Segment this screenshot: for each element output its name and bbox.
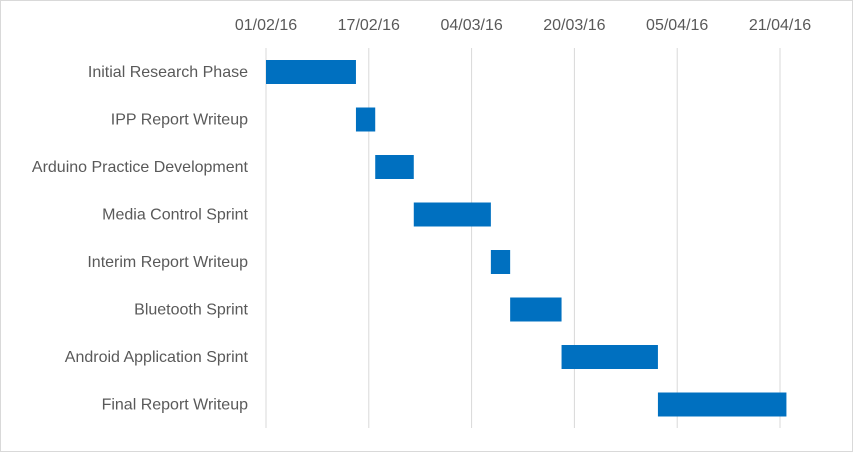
x-tick-label: 21/04/16 [749, 17, 811, 34]
x-tick-label: 20/03/16 [543, 17, 605, 34]
x-tick-label: 05/04/16 [646, 17, 708, 34]
task-bar [375, 155, 414, 179]
x-tick-label: 01/02/16 [235, 17, 297, 34]
task-label: Media Control Sprint [102, 207, 248, 224]
task-bar [561, 345, 658, 369]
task-label: Arduino Practice Development [32, 159, 249, 176]
task-label: Final Report Writeup [102, 397, 249, 414]
task-bar [413, 202, 491, 227]
task-label: Bluetooth Sprint [134, 302, 248, 319]
task-bar [657, 392, 787, 417]
task-bar [490, 250, 511, 274]
task-label: Initial Research Phase [88, 64, 248, 81]
gridlines [265, 48, 781, 428]
task-bars [266, 60, 787, 417]
x-tick-label: 04/03/16 [440, 17, 502, 34]
task-bar [355, 107, 376, 132]
task-label: Android Application Sprint [65, 349, 249, 366]
task-label: IPP Report Writeup [111, 112, 248, 129]
task-label: Interim Report Writeup [87, 254, 248, 271]
task-labels: Initial Research Phase IPP Report Writeup… [32, 64, 249, 414]
x-tick-label: 17/02/16 [338, 17, 400, 34]
task-bar [510, 297, 562, 322]
task-bar [266, 60, 356, 84]
x-axis-ticks: 01/02/16 17/02/16 04/03/16 20/03/16 05/04/16… [235, 17, 811, 34]
